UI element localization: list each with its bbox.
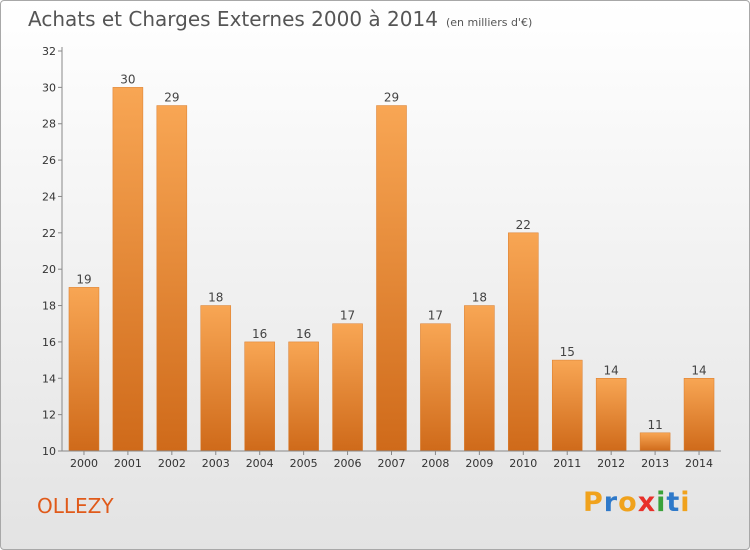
logo-letter: r xyxy=(603,487,619,518)
bar xyxy=(200,305,232,452)
logo-letter: i xyxy=(680,487,691,518)
bar xyxy=(420,323,451,452)
bar-value-label: 19 xyxy=(76,272,91,286)
x-tick-label: 2003 xyxy=(202,457,230,470)
logo-letter: x xyxy=(637,487,657,518)
x-tick-label: 2000 xyxy=(70,457,98,470)
bar xyxy=(112,87,144,452)
bar-value-label: 14 xyxy=(691,363,706,377)
bar xyxy=(288,341,319,452)
logo-letter: i xyxy=(656,487,667,518)
x-tick-label: 2007 xyxy=(378,457,406,470)
y-tick-label: 26 xyxy=(42,154,56,167)
bar-value-label: 18 xyxy=(472,291,487,305)
x-tick-label: 2005 xyxy=(290,457,318,470)
y-tick-label: 14 xyxy=(42,372,56,385)
y-tick-label: 28 xyxy=(42,118,56,131)
logo-letter: P xyxy=(583,487,604,518)
bar-value-label: 16 xyxy=(252,327,267,341)
bar xyxy=(332,323,363,452)
y-tick-label: 12 xyxy=(42,409,56,422)
bar-value-label: 17 xyxy=(340,309,355,323)
chart-title-text: Achats et Charges Externes 2000 à 2014 xyxy=(28,7,438,31)
bar xyxy=(595,378,627,452)
commune-name: OLLEZY xyxy=(37,494,114,518)
y-tick-label: 18 xyxy=(42,300,56,313)
bar-value-label: 16 xyxy=(296,327,311,341)
bar-value-label: 17 xyxy=(428,309,443,323)
bar xyxy=(376,105,407,452)
bar xyxy=(244,341,275,452)
x-tick-label: 2014 xyxy=(685,457,713,470)
x-tick-label: 2008 xyxy=(421,457,449,470)
bar xyxy=(639,432,671,452)
y-tick-label: 30 xyxy=(42,81,56,94)
y-tick-label: 10 xyxy=(42,445,56,458)
y-tick-label: 24 xyxy=(42,190,56,203)
bar-value-label: 18 xyxy=(208,291,223,305)
bar-value-label: 15 xyxy=(560,345,575,359)
bar-value-label: 29 xyxy=(384,91,399,105)
bar-value-label: 11 xyxy=(647,418,662,432)
y-tick-label: 22 xyxy=(42,227,56,240)
chart-title: Achats et Charges Externes 2000 à 2014 (e… xyxy=(28,7,532,31)
x-tick-label: 2011 xyxy=(553,457,581,470)
y-tick-label: 16 xyxy=(42,336,56,349)
logo-letter: t xyxy=(666,487,681,518)
y-tick-label: 20 xyxy=(42,263,56,276)
bar xyxy=(551,359,583,452)
bar-value-label: 14 xyxy=(604,363,619,377)
x-tick-label: 2006 xyxy=(334,457,362,470)
bar-value-label: 29 xyxy=(164,91,179,105)
x-tick-label: 2009 xyxy=(465,457,493,470)
chart-unit-label: (en milliers d'€) xyxy=(445,16,533,29)
x-tick-label: 2002 xyxy=(158,457,186,470)
bar xyxy=(68,287,100,452)
x-tick-label: 2013 xyxy=(641,457,669,470)
logo-letter: o xyxy=(618,487,638,518)
bar-value-label: 22 xyxy=(516,218,531,232)
x-tick-label: 2004 xyxy=(246,457,274,470)
x-tick-label: 2012 xyxy=(597,457,625,470)
bar xyxy=(464,305,495,452)
bar xyxy=(156,105,188,452)
bar xyxy=(683,378,715,452)
x-tick-label: 2001 xyxy=(114,457,142,470)
x-tick-label: 2010 xyxy=(509,457,537,470)
bar-value-label: 30 xyxy=(120,72,135,86)
proxiti-logo: Proxiti xyxy=(583,487,691,518)
y-tick-label: 32 xyxy=(42,45,56,58)
bar xyxy=(508,232,539,452)
